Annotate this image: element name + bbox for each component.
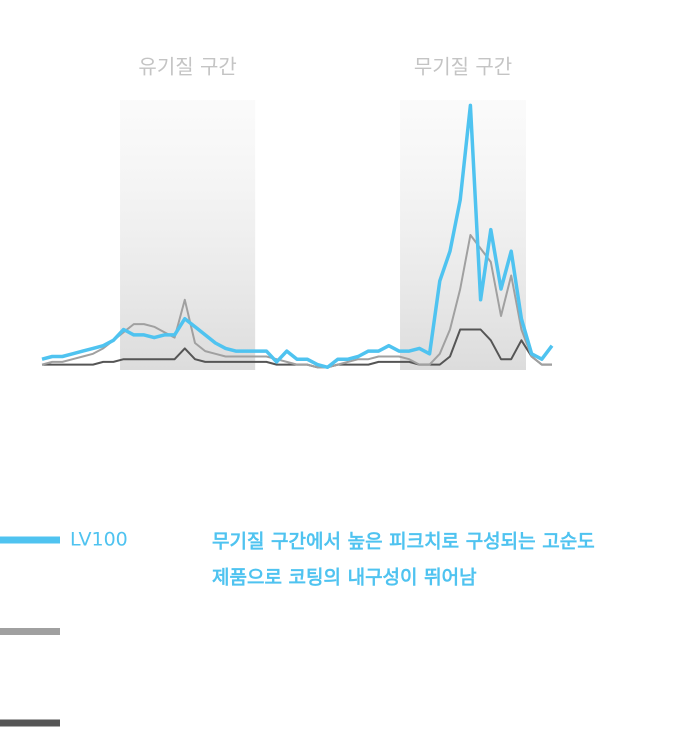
annotation: 제품으로 코팅의 내구성이 뛰어남	[212, 567, 477, 589]
series-line	[41, 103, 554, 370]
annotation: 무기질 구간에서 높은 피크치로 구성되는 고순도	[212, 531, 595, 553]
region	[400, 100, 526, 370]
region	[120, 100, 256, 370]
region-label: 무기질 구간	[414, 55, 512, 79]
region-label: 유기질 구간	[138, 55, 236, 79]
legend-label: LV100	[70, 529, 128, 551]
